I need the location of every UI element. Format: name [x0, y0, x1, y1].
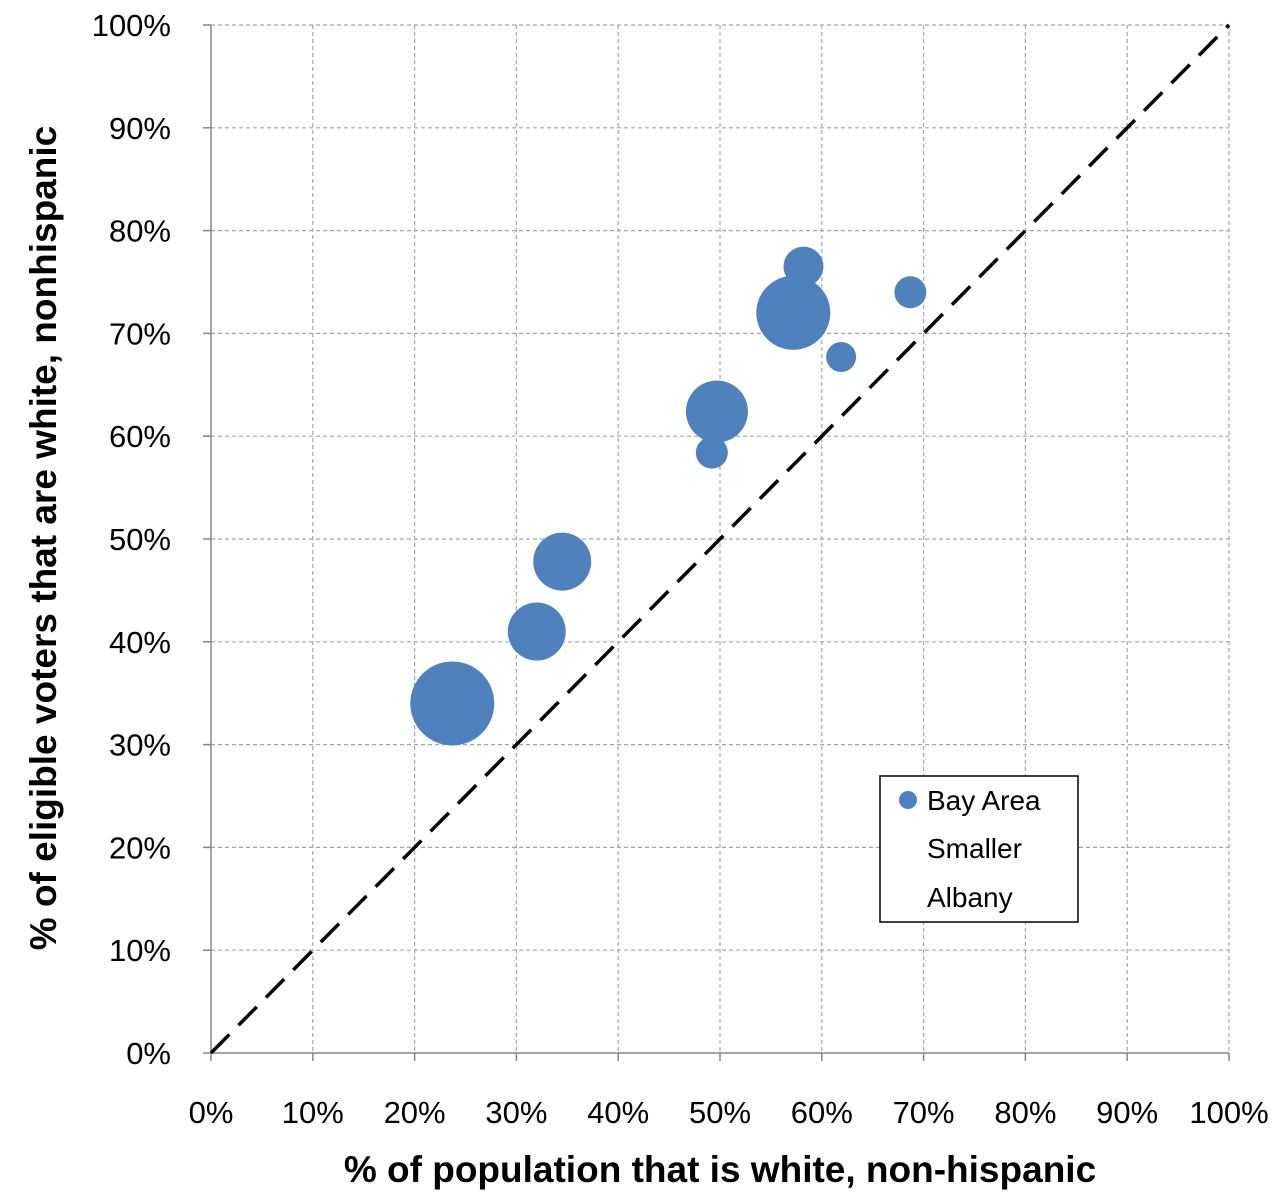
y-tick-label: 10%	[109, 933, 171, 968]
x-tick-labels: 0% 10% 20% 30% 40% 50% 60% 70% 80% 90% 100%	[189, 1095, 1269, 1130]
y-tick-label: 0%	[126, 1036, 171, 1071]
x-tick-label: 70%	[893, 1095, 955, 1130]
legend-marker-bay-area	[899, 791, 917, 809]
x-tick-label: 80%	[994, 1095, 1056, 1130]
y-tick-label: 30%	[109, 728, 171, 763]
data-point-bubble	[533, 532, 592, 591]
x-tick-label: 0%	[189, 1095, 234, 1130]
y-tick-label: 40%	[109, 625, 171, 660]
y-tick-label: 80%	[109, 214, 171, 249]
y-tick-label: 50%	[109, 522, 171, 557]
legend-label-bay-area: Bay Area	[927, 785, 1041, 816]
legend-label-albany: Albany	[927, 882, 1013, 913]
data-point-bubble	[695, 436, 728, 469]
y-axis-title: % of eligible voters that are white, non…	[23, 126, 64, 950]
data-point-bubble	[685, 380, 748, 443]
data-point-bubble	[756, 275, 831, 350]
data-point-bubble	[507, 602, 566, 661]
x-tick-label: 40%	[587, 1095, 649, 1130]
x-axis-title: % of population that is white, non-hispa…	[344, 1149, 1096, 1190]
y-tick-label: 70%	[109, 316, 171, 351]
x-tick-label: 100%	[1189, 1095, 1268, 1130]
y-tick-label: 100%	[92, 8, 171, 43]
legend: Bay Area Smaller Albany	[879, 775, 1079, 923]
legend-label-smaller: Smaller	[927, 833, 1022, 864]
x-tick-label: 20%	[384, 1095, 446, 1130]
x-tick-label: 50%	[689, 1095, 751, 1130]
axes	[203, 24, 1230, 1061]
data-point-bubble	[826, 342, 857, 373]
y-tick-label: 20%	[109, 830, 171, 865]
data-point-bubble	[410, 661, 495, 746]
x-tick-label: 10%	[282, 1095, 344, 1130]
parity-reference-line	[209, 23, 1231, 1055]
y-tick-labels: 0% 10% 20% 30% 40% 50% 60% 70% 80% 90% 100%	[92, 8, 171, 1071]
y-tick-label: 60%	[109, 419, 171, 454]
x-tick-label: 30%	[485, 1095, 547, 1130]
x-tick-label: 60%	[791, 1095, 853, 1130]
y-tick-label: 90%	[109, 111, 171, 146]
x-tick-label: 90%	[1096, 1095, 1158, 1130]
data-points	[410, 246, 927, 746]
data-point-bubble	[783, 246, 824, 287]
reference-line-group	[209, 23, 1231, 1055]
data-point-bubble	[894, 276, 927, 309]
